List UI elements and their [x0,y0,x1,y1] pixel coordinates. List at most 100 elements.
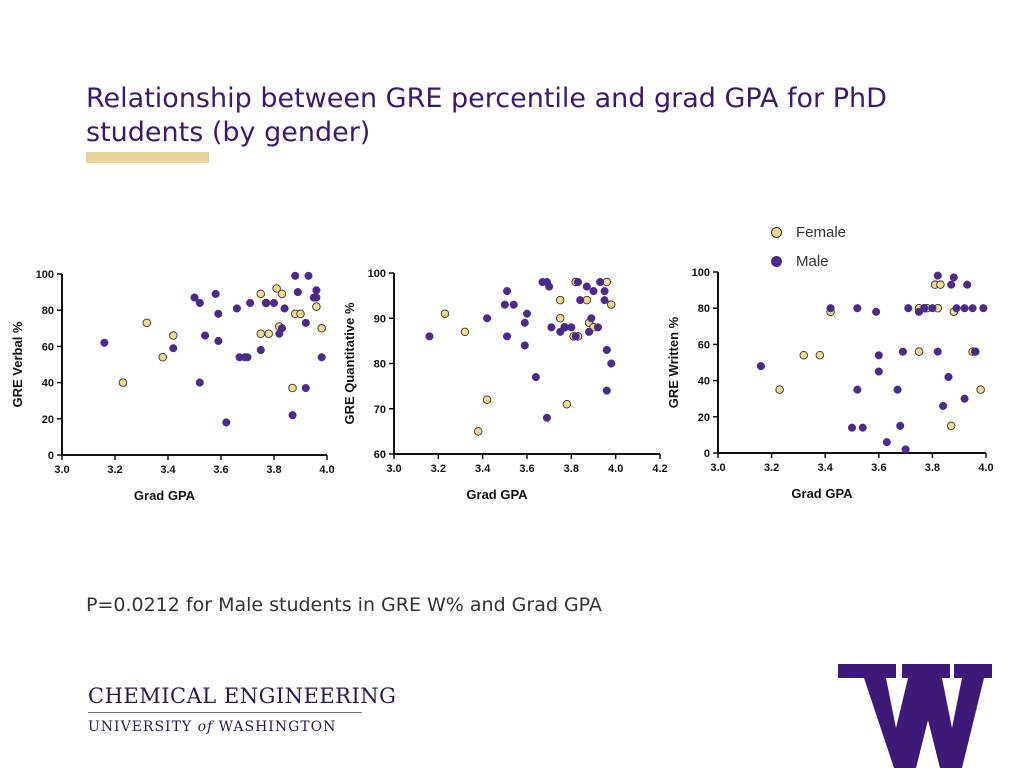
department-name: CHEMICAL ENGINEERING [88,684,397,708]
female-data-point [482,395,492,404]
male-data-point [262,298,271,308]
male-data-point [952,304,961,313]
female-data-point [118,378,128,387]
x-axis-label: Grad GPA [134,488,196,503]
male-data-point [312,286,321,295]
y-tick-label: 60 [374,449,386,461]
male-data-point [312,293,321,302]
y-tick-label: 80 [42,305,54,317]
y-tick-label: 100 [692,267,710,279]
x-tick-label: 3.8 [925,462,940,474]
female-data-point [946,421,956,431]
logo-divider [88,712,362,713]
male-data-point [214,336,223,346]
x-tick-label: 3.4 [818,462,834,474]
female-data-point [312,302,321,311]
male-data-point [602,345,611,354]
y-tick-label: 0 [704,448,710,460]
male-data-point [944,372,953,382]
x-tick-label: 3.2 [431,463,446,475]
male-data-point [280,304,289,313]
uw-w-logo-icon [838,664,992,768]
y-tick-label: 40 [42,378,54,390]
male-data-point [947,280,956,289]
y-tick-label: 100 [368,268,386,280]
male-data-point [100,338,109,347]
male-data-point [933,271,942,280]
department-logo: CHEMICAL ENGINEERING UNIVERSITY of WASHI… [88,684,397,735]
female-data-point [976,385,985,394]
x-tick-label: 3.6 [213,464,228,476]
male-data-point [232,304,241,313]
male-data-point [256,345,265,355]
y-tick-label: 60 [42,341,54,353]
x-tick-label: 3.4 [160,464,176,476]
x-tick-label: 3.6 [519,463,534,475]
female-data-point [440,309,450,318]
x-tick-label: 3.6 [871,462,886,474]
x-tick-label: 3.2 [764,462,779,474]
male-data-point [858,423,867,432]
y-tick-label: 90 [374,313,386,325]
x-tick-label: 3.8 [564,463,579,475]
male-data-point [520,341,529,350]
y-axis-label: GRE Written % [666,316,681,408]
x-tick-label: 4.2 [652,463,667,475]
female-data-point [562,399,572,409]
y-tick-label: 70 [374,404,386,416]
male-data-point [483,314,492,323]
legend-label-male: Male [796,253,829,270]
female-data-point [606,300,616,309]
male-data-point [503,332,512,341]
male-data-point [602,386,611,395]
male-data-point [585,327,594,336]
y-tick-label: 40 [698,376,710,388]
female-data-point [775,385,784,394]
female-data-point [256,329,266,338]
x-tick-label: 3.0 [710,462,725,474]
male-data-point [246,298,255,308]
male-data-point [531,373,540,382]
y-tick-label: 20 [698,412,710,424]
female-data-point [158,353,167,362]
male-data-point [520,318,529,327]
female-data-point [460,327,470,337]
legend-label-female: Female [796,224,847,241]
male-data-point [600,296,609,305]
female-data-point [556,314,565,323]
male-data-point [882,438,891,447]
male-data-point [567,323,576,332]
male-data-point [853,304,862,313]
x-tick-label: 4.0 [978,462,993,474]
male-data-point [545,282,554,291]
y-tick-label: 60 [698,339,710,351]
male-data-point [277,324,287,333]
x-tick-label: 3.4 [475,463,491,475]
male-data-point [756,362,765,371]
male-data-point [896,421,905,430]
female-data-point [288,383,297,393]
female-data-point [914,347,924,356]
male-data-point [893,385,902,394]
slide-title: Relationship between GRE percentile and … [86,83,887,148]
male-data-point [826,304,835,313]
female-data-point [936,280,945,289]
male-data-point [201,331,210,340]
male-data-point [571,332,580,341]
male-data-point [547,323,556,332]
male-data-point [288,411,297,420]
female-marker-icon [771,227,782,238]
male-data-point [214,309,223,318]
x-tick-label: 4.0 [319,464,334,476]
male-data-point [960,304,969,313]
x-tick-label: 3.8 [266,464,281,476]
male-data-point [898,347,907,356]
female-data-point [815,351,825,360]
female-data-point [264,329,273,338]
male-data-point [853,385,862,394]
male-data-point [509,300,518,309]
legend-item-female: Female [764,218,846,247]
university-name: UNIVERSITY of WASHINGTON [88,719,362,735]
male-data-point [872,307,881,316]
female-data-point [296,309,305,319]
